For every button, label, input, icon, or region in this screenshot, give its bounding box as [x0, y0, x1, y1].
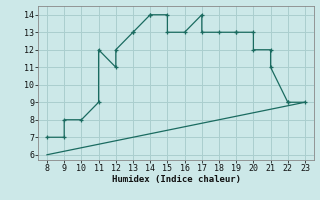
- X-axis label: Humidex (Indice chaleur): Humidex (Indice chaleur): [111, 175, 241, 184]
